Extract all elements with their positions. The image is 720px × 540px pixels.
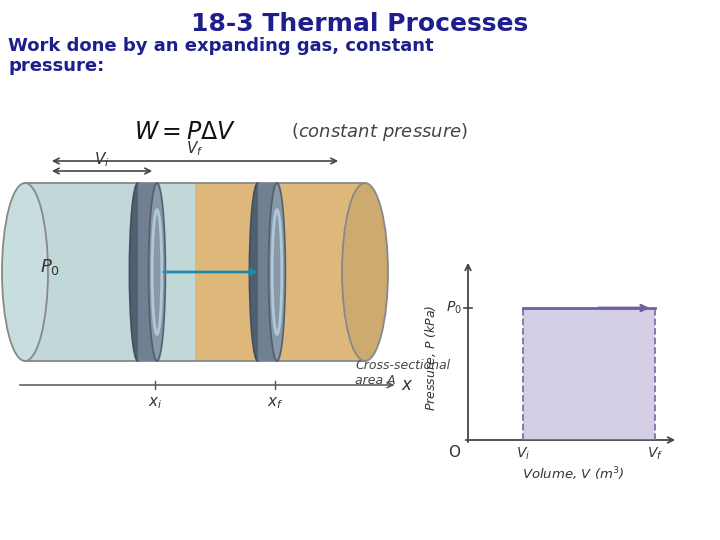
Polygon shape xyxy=(25,183,195,361)
Text: Cross-sectional
area A: Cross-sectional area A xyxy=(355,359,450,387)
Text: $V_f$: $V_f$ xyxy=(647,446,663,462)
Text: $x_f$: $x_f$ xyxy=(266,395,283,411)
Text: 18-3 Thermal Processes: 18-3 Thermal Processes xyxy=(192,12,528,36)
Ellipse shape xyxy=(269,183,285,361)
Text: Volume, $V$ (m$^3$): Volume, $V$ (m$^3$) xyxy=(523,465,625,483)
Text: $(constant\ pressure)$: $(constant\ pressure)$ xyxy=(292,121,469,143)
Polygon shape xyxy=(195,183,365,361)
Polygon shape xyxy=(138,183,157,361)
Ellipse shape xyxy=(130,183,146,361)
Polygon shape xyxy=(258,183,277,361)
Text: $P_0$: $P_0$ xyxy=(446,300,462,316)
Text: $x_i$: $x_i$ xyxy=(148,395,162,411)
Text: $W = P\Delta V$: $W = P\Delta V$ xyxy=(134,120,236,144)
Text: $V_f$: $V_f$ xyxy=(186,139,204,158)
Text: $V_i$: $V_i$ xyxy=(94,150,109,169)
Ellipse shape xyxy=(249,183,266,361)
Ellipse shape xyxy=(2,183,48,361)
Bar xyxy=(523,308,655,440)
Ellipse shape xyxy=(342,183,388,361)
Text: O: O xyxy=(448,445,460,460)
Text: Work done by an expanding gas, constant: Work done by an expanding gas, constant xyxy=(8,37,433,55)
Text: Pressure, $P$ (kPa): Pressure, $P$ (kPa) xyxy=(423,304,438,411)
Text: $P_0$: $P_0$ xyxy=(40,257,60,277)
Ellipse shape xyxy=(148,183,166,361)
Text: pressure:: pressure: xyxy=(8,57,104,75)
Text: $x$: $x$ xyxy=(401,376,413,394)
Text: $V_i$: $V_i$ xyxy=(516,446,530,462)
